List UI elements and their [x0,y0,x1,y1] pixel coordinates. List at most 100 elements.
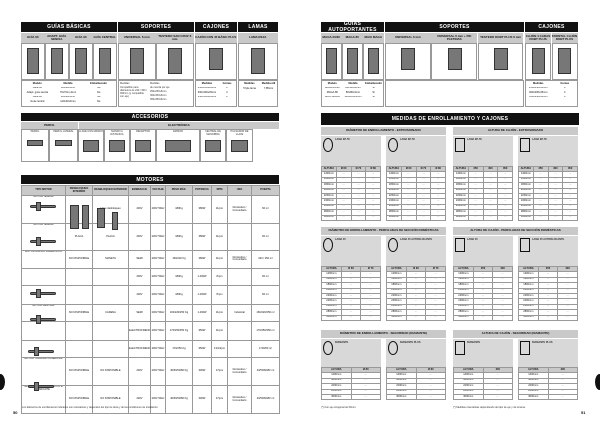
accessory-cell [49,129,78,162]
panel-label: LAMA EP-55 [400,138,415,141]
accessory-label: LLAVE CON MANDO [79,130,103,133]
table-cell: MAGA 20/30 [324,86,340,90]
accessory-label: PERFIL LATERAL [53,130,74,133]
table-row: 250x250x45mm 2 [197,87,237,92]
column-title: MAXI MAGA [363,33,384,43]
info-cell [321,80,384,107]
accessory-cell [156,129,200,162]
roll-diagram-icon [388,238,398,252]
table-cell: 60 m² [251,195,280,224]
table-header: Medidas Gomas [197,82,237,87]
column-header: Gomas [560,82,570,85]
accessory-label: RECEPTOR [136,130,150,133]
table-cell: Guía 90 [32,95,42,99]
guias-info-table: Modelo Medida Embellecedor MAGA 20/30 80x110… [322,82,384,100]
section-title: GUÍAS AUTOPORTANTES [321,21,384,33]
table-cell: ··· [532,214,549,221]
table-cell: 3000mm [453,393,484,401]
table-cell [92,321,129,341]
column-title: CAJÓN 4 CARAS DOBT PLUS [525,33,551,43]
table-cell: 230V 50Hz [150,222,166,252]
panel-label: DIAMANTE PLUS [532,341,553,344]
motor-drum [34,347,39,356]
product-image-cell [195,43,237,80]
table-row: 3000mm ··· ··· ··· [453,214,513,221]
product-image [251,48,265,74]
motor-row: MOTOR RÁPIDO ASIMÉTRICO NO DISPONIBLE MANE… [21,250,280,269]
accessory-cell [130,129,156,162]
roll-diagram-icon [388,138,398,152]
table-cell: ··· [365,214,381,221]
product-image-cell [156,43,194,80]
product-image-cell [342,43,363,80]
table-row: 2000mm ··· ··· ··· [518,187,578,194]
motor-image [30,318,56,321]
panel-label: LAMA 45 [335,238,346,241]
table-row: 2600mm ··· ··· ··· [321,203,381,211]
table-cell: 17rpm [211,357,228,387]
table-cell: 230V [128,357,151,387]
medidas-section-title: ALTURA DE CAJÓN - SEGURIDAD (DIAMANTE) [453,330,578,338]
table-cell: No [96,86,101,90]
table-row: 3000mm ··· ··· ··· [518,214,578,221]
table-cell: 4 [564,91,566,94]
accessory-image [231,140,248,152]
group-electronica: ELECTRÓNICA [79,122,279,129]
table-cell: ··· [415,393,446,401]
table-cell: 170/250 Kg [165,339,193,359]
accessory-image [54,140,73,146]
table-cell: 400V 50Hz [150,339,166,359]
measure-table: ALTURA 250 300 1400mm ··· ··· 1600mm ··· ··· 1800… [453,265,513,321]
product-image-cell [93,43,117,80]
motor-row: MOTOR SIRENA Llave desbloqueo 230V 230V 50H… [21,195,280,224]
table-cell [227,321,252,341]
table-cell: ··· [335,214,352,221]
table-cell: Doméstico / Comunitario [227,357,252,387]
column-header: Embellecedor [365,82,383,85]
table-cell: 230V 50Hz [150,250,166,269]
table-cell: 380W [192,195,212,224]
table-cell: 170/250/350 Kg [165,321,193,341]
product-image-cell [21,43,45,80]
footnote: (*) Medidas orientativas dependiendo del… [453,406,526,409]
motor-row: 200V 230V 50Hz 180Kg 1.400W 8rpm 60 m² [21,285,280,305]
measure-table: ALTURA 300 1400mm ··· 1800mm ··· 2200mm ··· 2600… [453,366,513,401]
table-cell: NO DISPONIBLE [92,385,129,415]
table-cell: ··· [492,314,513,321]
product-image [99,48,111,74]
motor-drum [36,202,41,211]
table-cell: ··· [340,314,362,321]
column-title: FRONTAL CAJÓN DOBT PLUS [551,33,578,43]
table-cell: MOTOR TUBULAR COMERCIAL [21,357,66,387]
table-cell: 2 [226,91,228,94]
section-title: LAMAS [238,22,278,32]
table-row: Guía 60 60x40x3mm No [22,87,114,92]
accessory-cell [78,129,104,162]
table-cell: MAGA 80 [326,91,338,94]
accessory-label: EMISOR [173,130,183,133]
measure-table: ALTURA Ø 60 Ø 70 1400mm ··· ··· 1600mm ··· ··· 18… [386,265,446,321]
column-title: ADAPT. GUÍA SENCIA [45,33,69,43]
table-row: 350x350x45mm 4 [525,96,578,101]
column-header: RPM [211,185,228,196]
column-header: PESO MÁX. [165,185,193,196]
table-cell: 180Kg [165,222,193,252]
column-header: POTENCIA [192,185,212,196]
table-cell: 230V 50Hz [150,285,166,305]
panel-label: LAMA 45 [467,238,478,241]
product-image [51,48,63,74]
product-image [493,48,508,70]
table-row: 350x350x45mm 2 [197,96,237,101]
table-row: 3000mm ··· [321,393,381,401]
cajones-info-table: Medidas Gomas 250x250x45mm 2 300x300x45mm 2 35… [197,82,237,100]
table-row: MAGA 80 80x80x3mm Sí [322,91,384,96]
product-image-cell [525,43,551,80]
accessory-label: PERFIL [30,130,40,133]
table-cell: ··· [350,214,367,221]
motor-image [30,205,56,208]
motor-row: MOTOR TUBULAR COMERCIAL NO DISPONIBLE NO D… [21,357,280,387]
cajones-info-table: Medidas Gomas 250x250x45mm 4 300x300x45mm 4 35… [525,82,578,100]
guias-info-table: Modelo Medida Embellecedor Guía 60 60x40x3mm… [22,82,114,105]
table-row: 300x300x45mm 2 [197,91,237,96]
table-cell: 250x250x45mm [197,86,217,90]
